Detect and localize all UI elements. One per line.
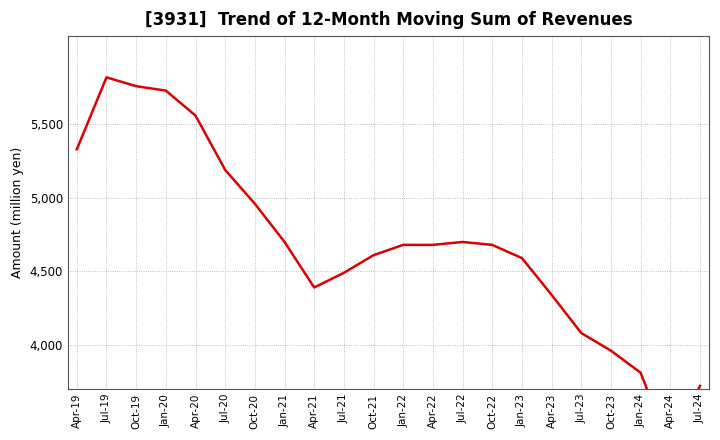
Y-axis label: Amount (million yen): Amount (million yen) xyxy=(11,147,24,278)
Title: [3931]  Trend of 12-Month Moving Sum of Revenues: [3931] Trend of 12-Month Moving Sum of R… xyxy=(145,11,632,29)
